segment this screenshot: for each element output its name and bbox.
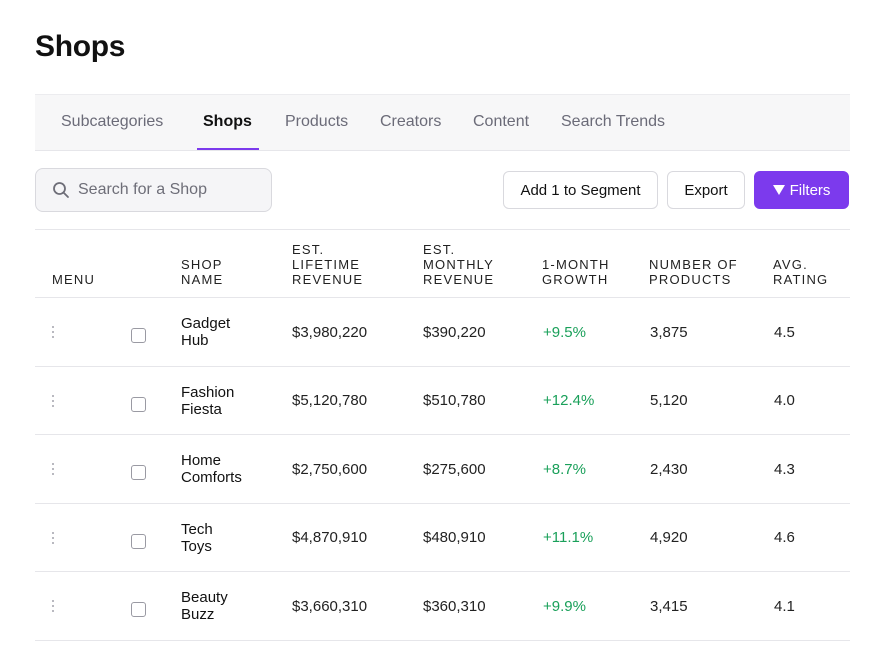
table-row[interactable]: Gadget Hub $3,980,220 $390,220 +9.5% 3,8…: [35, 298, 850, 367]
row-checkbox[interactable]: [131, 465, 146, 480]
shop-name[interactable]: Beauty Buzz: [181, 589, 228, 623]
monthly-revenue: $360,310: [423, 597, 486, 615]
number-of-products: 4,920: [650, 529, 688, 546]
avg-rating: 4.0: [774, 392, 795, 409]
lifetime-revenue: $5,120,780: [292, 392, 368, 409]
tab-shops[interactable]: Shops: [203, 113, 252, 130]
row-menu-icon[interactable]: [49, 325, 57, 339]
tab-bar: Subcategories Shops Products Creators Co…: [35, 94, 850, 151]
tab-products[interactable]: Products: [285, 113, 349, 130]
row-menu-icon[interactable]: [49, 394, 57, 408]
header-avg-rating[interactable]: AVG. RATING: [773, 257, 829, 287]
row-menu-icon[interactable]: [49, 531, 57, 545]
page-title: Shops: [35, 30, 126, 63]
number-of-products: 3,875: [650, 323, 688, 341]
lifetime-revenue: $3,660,310: [292, 597, 368, 615]
export-button[interactable]: Export: [667, 171, 745, 209]
row-menu-icon[interactable]: [49, 462, 57, 476]
growth-value: +11.1%: [543, 529, 594, 546]
table-row[interactable]: Fashion Fiesta $5,120,780 $510,780 +12.4…: [35, 367, 850, 435]
row-checkbox[interactable]: [131, 602, 146, 617]
lifetime-revenue: $3,980,220: [292, 323, 368, 341]
tab-subcategories[interactable]: Subcategories: [61, 113, 164, 130]
shop-name[interactable]: Fashion Fiesta: [181, 383, 235, 418]
filter-icon: [772, 185, 785, 195]
shop-name[interactable]: Home Comforts: [181, 452, 242, 486]
filters-button-label: Filters: [789, 181, 831, 199]
header-lifetime-revenue[interactable]: EST. LIFETIME REVENUE: [292, 242, 364, 287]
lifetime-revenue: $2,750,600: [292, 460, 368, 478]
growth-value: +9.5%: [543, 323, 586, 341]
table-row[interactable]: Beauty Buzz $3,660,310 $360,310 +9.9% 3,…: [35, 572, 850, 641]
table-header: MENU SHOP NAME EST. LIFETIME REVENUE EST…: [35, 229, 850, 298]
growth-value: +8.7%: [543, 460, 586, 478]
monthly-revenue: $390,220: [423, 323, 486, 341]
search-input[interactable]: [78, 169, 263, 211]
shop-name[interactable]: Gadget Hub: [181, 315, 231, 349]
lifetime-revenue: $4,870,910: [292, 529, 368, 546]
table-row[interactable]: Home Comforts $2,750,600 $275,600 +8.7% …: [35, 435, 850, 504]
row-menu-icon[interactable]: [49, 599, 57, 613]
monthly-revenue: $510,780: [423, 392, 486, 409]
monthly-revenue: $275,600: [423, 460, 486, 478]
avg-rating: 4.3: [774, 460, 795, 478]
growth-value: +9.9%: [543, 597, 586, 615]
add-to-segment-button[interactable]: Add 1 to Segment: [503, 171, 658, 209]
row-checkbox[interactable]: [131, 396, 146, 412]
avg-rating: 4.1: [774, 597, 795, 615]
header-menu: MENU: [52, 272, 96, 287]
active-tab-indicator: [197, 148, 259, 150]
tab-search-trends[interactable]: Search Trends: [561, 113, 666, 130]
filters-button[interactable]: Filters: [754, 171, 849, 209]
monthly-revenue: $480,910: [423, 529, 486, 546]
row-checkbox[interactable]: [131, 328, 146, 343]
shop-name[interactable]: Tech Toys: [181, 520, 213, 555]
search-icon: [53, 182, 69, 198]
growth-value: +12.4%: [543, 392, 595, 409]
number-of-products: 5,120: [650, 392, 688, 409]
header-shop-name[interactable]: SHOP NAME: [181, 257, 224, 287]
table-row[interactable]: Tech Toys $4,870,910 $480,910 +11.1% 4,9…: [35, 504, 850, 572]
avg-rating: 4.6: [774, 529, 795, 546]
header-monthly-revenue[interactable]: EST. MONTHLY REVENUE: [423, 242, 495, 287]
header-growth[interactable]: 1-MONTH GROWTH: [542, 257, 610, 287]
tab-content[interactable]: Content: [473, 113, 530, 130]
number-of-products: 2,430: [650, 460, 688, 478]
header-number-of-products[interactable]: NUMBER OF PRODUCTS: [649, 257, 738, 287]
tab-creators[interactable]: Creators: [380, 113, 442, 130]
row-checkbox[interactable]: [131, 533, 146, 549]
search-box[interactable]: [35, 168, 272, 212]
avg-rating: 4.5: [774, 323, 795, 341]
number-of-products: 3,415: [650, 597, 688, 615]
